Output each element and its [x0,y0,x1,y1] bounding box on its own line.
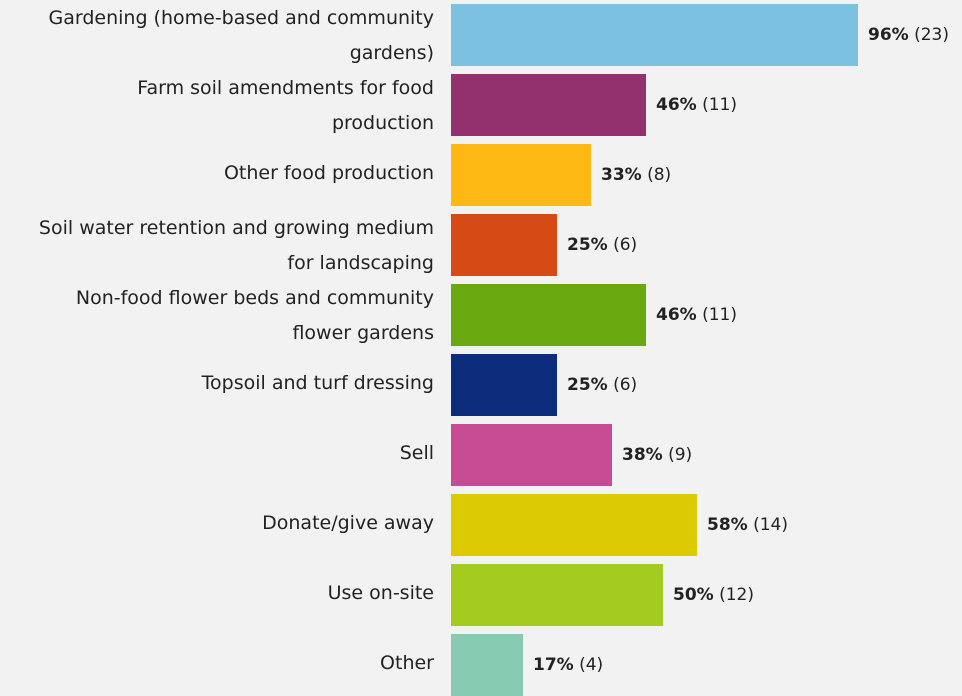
category-label-line: Donate/give away [262,512,434,534]
percent-label: 46% [656,305,697,325]
value-label: 17% (4) [533,652,603,678]
value-label: 38% (9) [622,442,692,468]
count-label: (14) [747,515,789,535]
count-label: (4) [573,655,604,675]
category-label: Use on-site [0,576,434,611]
value-label: 96% (23) [868,22,949,48]
value-label: 25% (6) [567,232,637,258]
bar-row: Non-food flower beds and community flower… [0,284,962,346]
category-label-line: production [331,112,434,134]
bar-row: Other food production 33% (8) [0,144,962,206]
category-label-line: Other food production [223,162,434,184]
category-label-line: gardens) [349,42,434,64]
category-label-line: Other [380,652,434,674]
percent-label: 50% [673,585,714,605]
count-label: (11) [696,95,738,115]
value-label: 25% (6) [567,372,637,398]
bar-row: Gardening (home-based and community garde… [0,4,962,66]
percent-label: 38% [622,445,663,465]
count-label: (6) [607,375,638,395]
bar [451,354,557,416]
count-label: (23) [908,25,950,45]
count-label: (12) [713,585,755,605]
category-label-line: Topsoil and turf dressing [201,372,434,394]
value-label: 46% (11) [656,302,737,328]
percent-label: 96% [868,25,909,45]
category-label: Other [0,646,434,681]
percent-label: 25% [567,235,608,255]
bar-row: Use on-site 50% (12) [0,564,962,626]
count-label: (8) [641,165,672,185]
value-label: 33% (8) [601,162,671,188]
category-label-line: Non-food flower beds and community [75,287,434,309]
bar [451,4,858,66]
bar-row: Topsoil and turf dressing 25% (6) [0,354,962,416]
category-label-line: Use on-site [327,582,434,604]
percent-label: 46% [656,95,697,115]
bar-row: Sell 38% (9) [0,424,962,486]
bar [451,214,557,276]
category-label: Soil water retention and growing medium f… [0,211,434,281]
category-label-line: Sell [399,442,434,464]
category-label: Topsoil and turf dressing [0,366,434,401]
bar [451,494,697,556]
bar-row: Donate/give away 58% (14) [0,494,962,556]
bar [451,564,663,626]
category-label: Other food production [0,156,434,191]
percent-label: 25% [567,375,608,395]
category-label-line: Farm soil amendments for food [137,77,434,99]
bar [451,144,591,206]
bar-row: Other 17% (4) [0,634,962,696]
bar-row: Farm soil amendments for food production 4… [0,74,962,136]
category-label-line: for landscaping [287,252,434,274]
value-label: 46% (11) [656,92,737,118]
count-label: (6) [607,235,638,255]
value-label: 50% (12) [673,582,754,608]
percent-label: 17% [533,655,574,675]
category-label-line: Gardening (home-based and community [48,7,434,29]
count-label: (11) [696,305,738,325]
percent-label: 33% [601,165,642,185]
bar-row: Soil water retention and growing medium f… [0,214,962,276]
category-label: Gardening (home-based and community garde… [0,1,434,71]
category-label: Donate/give away [0,506,434,541]
category-label: Sell [0,436,434,471]
bar [451,284,646,346]
value-label: 58% (14) [707,512,788,538]
percent-label: 58% [707,515,748,535]
bar [451,424,612,486]
category-label: Non-food flower beds and community flower… [0,281,434,351]
category-label-line: Soil water retention and growing medium [38,217,434,239]
bar [451,74,646,136]
category-label-line: flower gardens [292,322,434,344]
count-label: (9) [662,445,693,465]
bar [451,634,523,696]
category-label: Farm soil amendments for food production [0,71,434,141]
